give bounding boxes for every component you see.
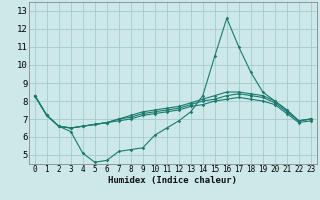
X-axis label: Humidex (Indice chaleur): Humidex (Indice chaleur): [108, 176, 237, 185]
